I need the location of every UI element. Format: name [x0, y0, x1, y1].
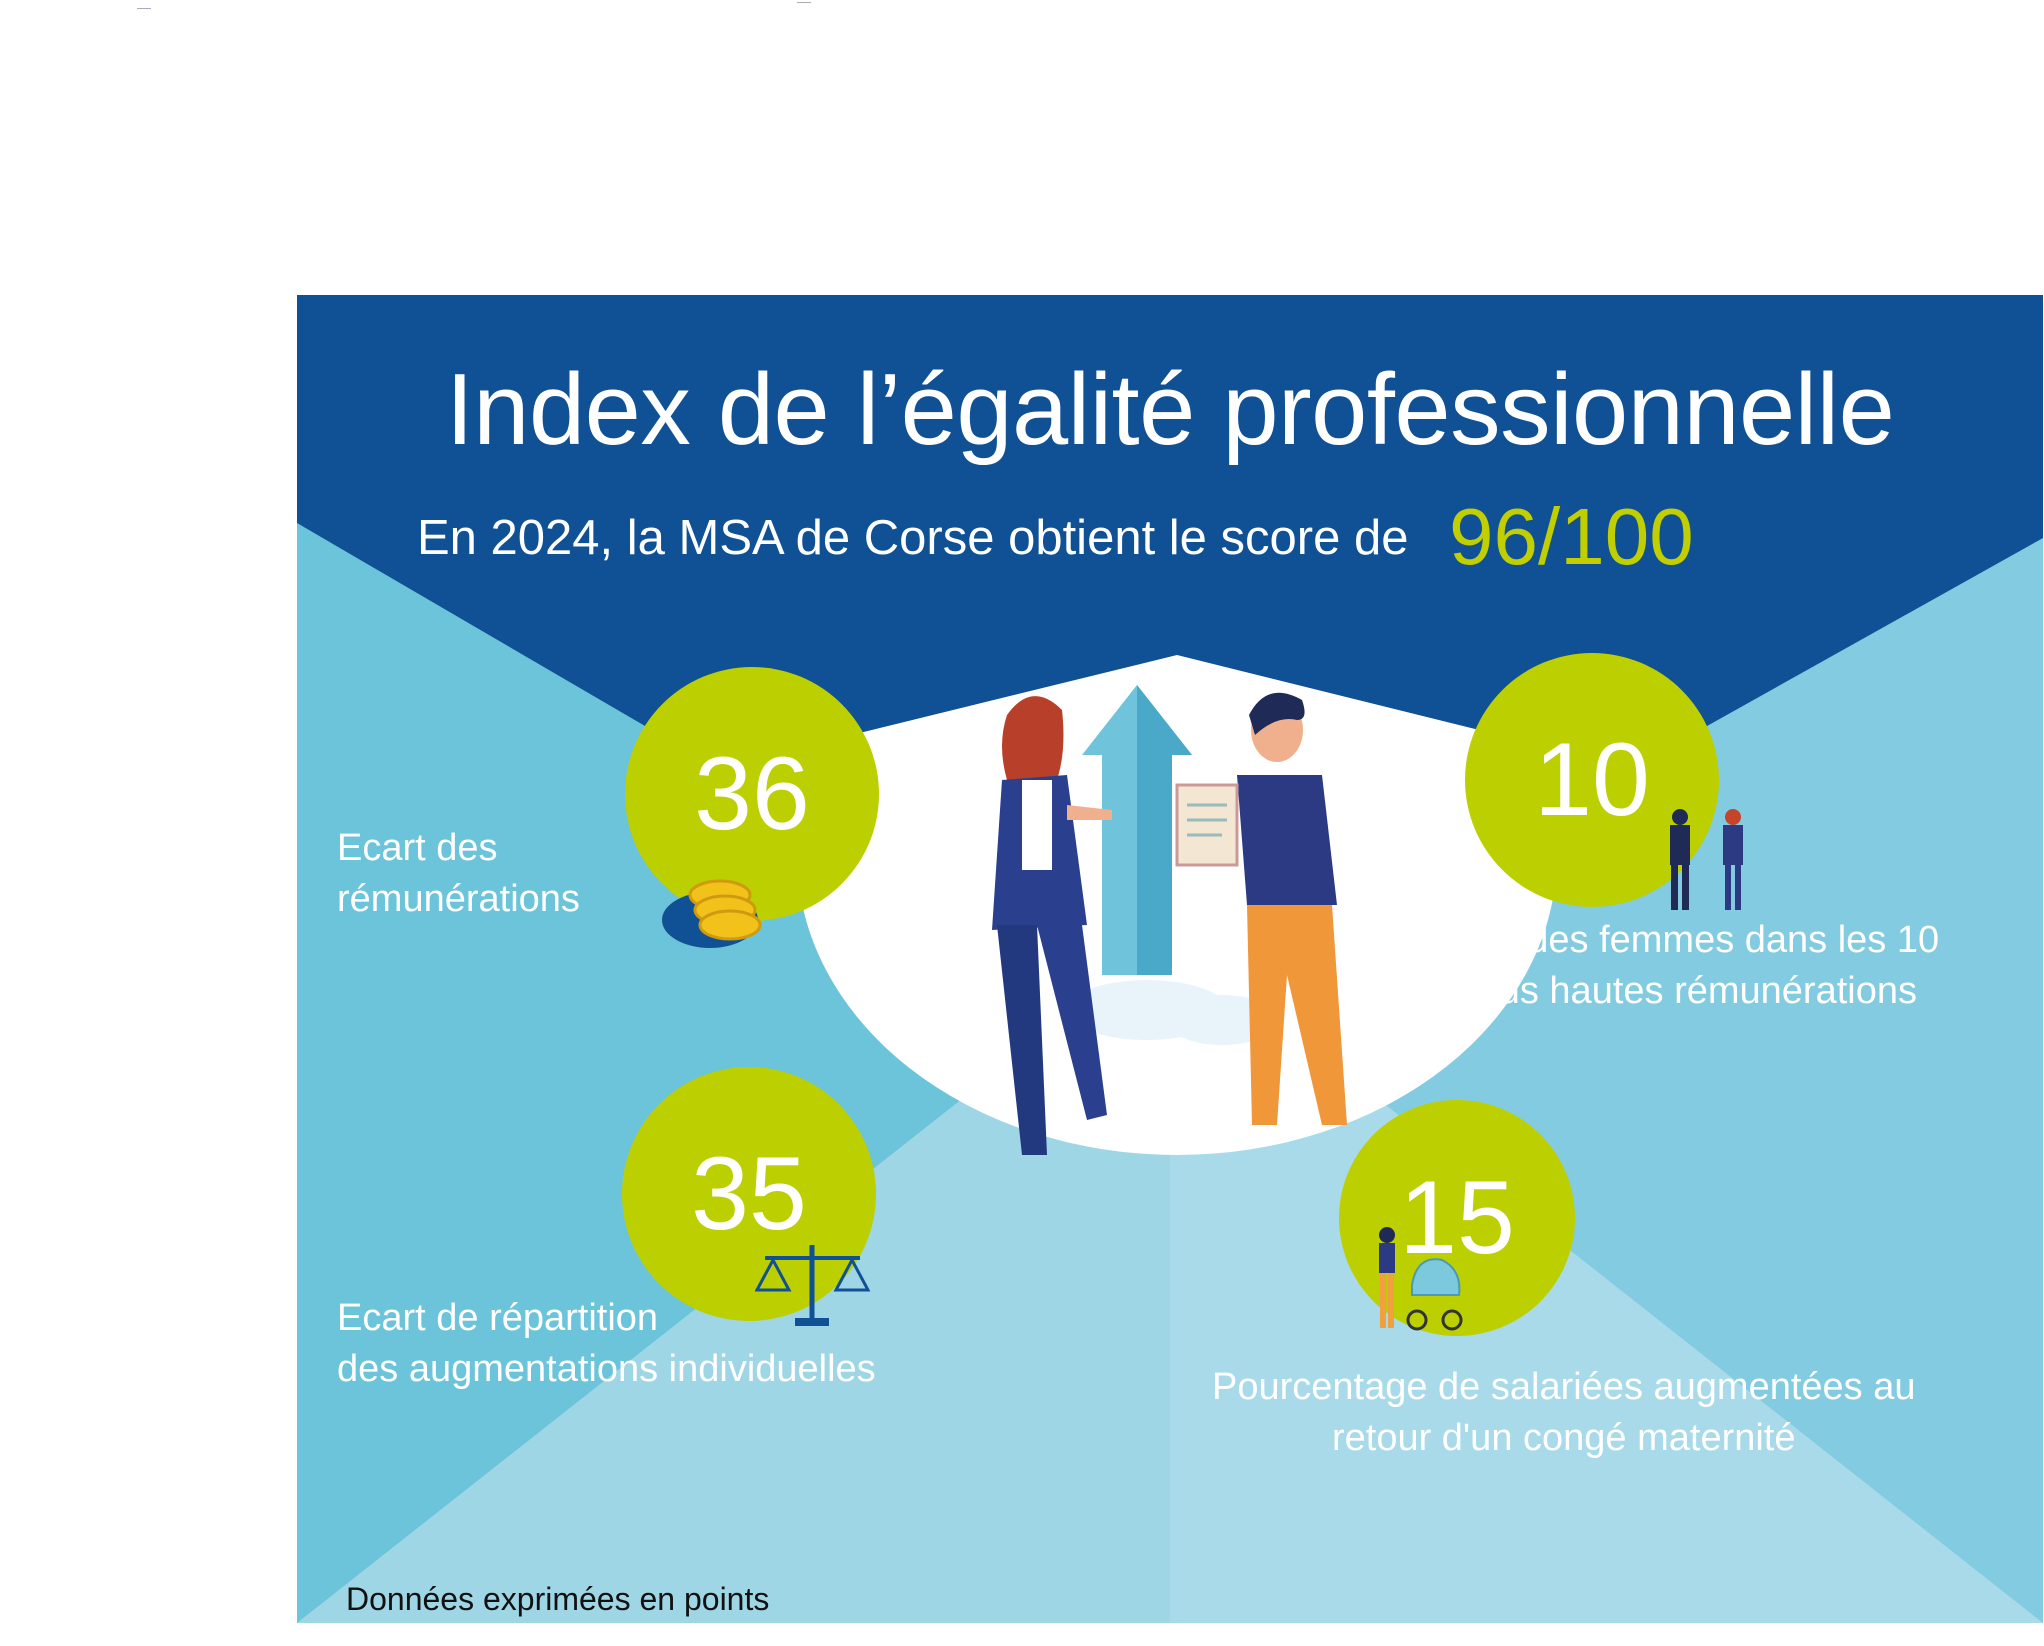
footnote: Données exprimées en points	[346, 1581, 770, 1617]
coins-icon	[662, 879, 762, 948]
indicator-value: 36	[694, 736, 810, 852]
scales-icon	[755, 1245, 870, 1326]
indicator-circle-raises: 35	[622, 1067, 876, 1321]
artifact-mark	[797, 2, 811, 7]
infographic-panel: Index de l’égalité professionnelle En 20…	[297, 295, 2043, 1623]
artifact-mark	[137, 8, 151, 13]
label-line: rémunérations	[337, 878, 580, 920]
label-line: retour d'un congé maternité	[1331, 1417, 1796, 1459]
indicator-value: 35	[691, 1136, 807, 1252]
indicator-value: 15	[1399, 1160, 1515, 1276]
label-line: Part des femmes dans les 10	[1447, 919, 1940, 961]
indicator-circle-remuneration: 36	[625, 667, 879, 921]
page-title: Index de l’égalité professionnelle	[445, 354, 1895, 466]
indicator-label-women-top10: Part des femmes dans les 10 plus hautes …	[1447, 915, 1939, 1017]
business-people-icon	[1670, 809, 1743, 910]
label-line: plus hautes rémunérations	[1469, 970, 1917, 1012]
subtitle: En 2024, la MSA de Corse obtient le scor…	[417, 511, 1409, 565]
two-people-clipboard-illustration	[992, 685, 1347, 1155]
score-value: 96/100	[1449, 492, 1694, 581]
indicator-label-remuneration: Ecart des rémunérations	[337, 823, 580, 925]
label-line: Ecart de répartition	[337, 1297, 659, 1339]
indicator-label-raises: Ecart de répartition des augmentations i…	[337, 1293, 876, 1395]
indicator-label-maternity: Pourcentage de salariées augmentées au r…	[1212, 1362, 1915, 1464]
label-line: des augmentations individuelles	[337, 1348, 876, 1390]
indicator-value: 10	[1534, 722, 1650, 838]
label-line: Ecart des	[337, 827, 498, 869]
label-line: Pourcentage de salariées augmentées au	[1212, 1366, 1916, 1408]
indicator-circle-maternity: 15	[1339, 1100, 1575, 1336]
mother-stroller-icon	[1379, 1227, 1463, 1331]
